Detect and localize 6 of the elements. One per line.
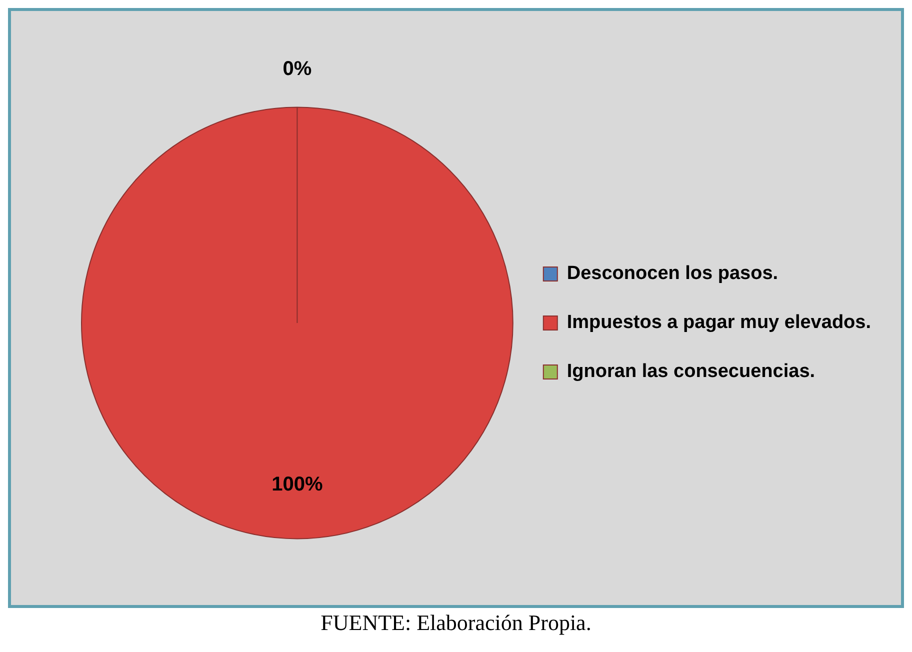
data-label: 100% — [272, 473, 323, 496]
legend-label: Ignoran las consecuencias. — [566, 361, 816, 382]
legend-label: Desconocen los pasos. — [566, 263, 778, 284]
text: 0% — [282, 58, 312, 80]
legend-label: Impuestos a pagar muy elevados. — [566, 312, 872, 334]
source-note: FUENTE: Elaboración Propia. — [320, 610, 592, 636]
